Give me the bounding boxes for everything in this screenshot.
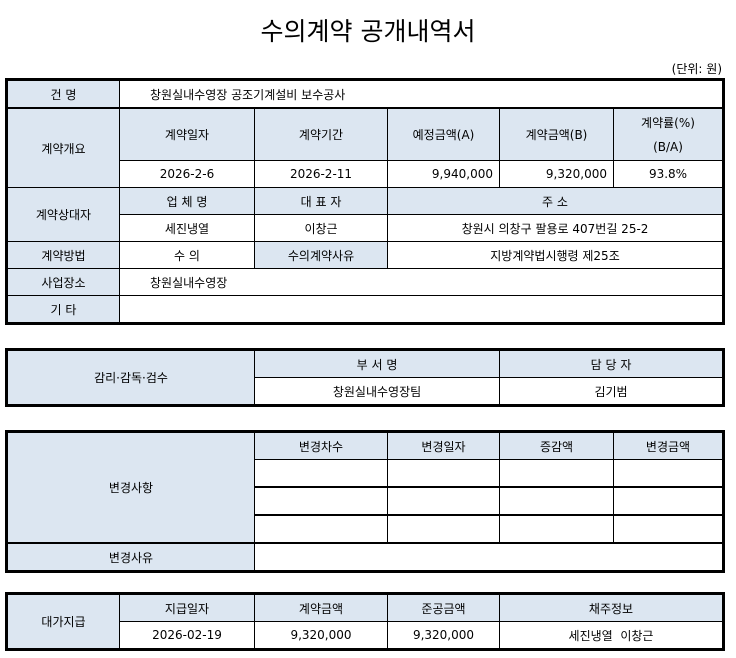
cell — [387, 514, 500, 544]
etc — [119, 295, 724, 324]
pay-complete-amount: 9,320,000 — [387, 621, 500, 650]
header-ceo: 대 표 자 — [254, 187, 388, 215]
header-pay-date: 지급일자 — [119, 593, 255, 622]
header-manager: 담 당 자 — [499, 349, 724, 378]
cell — [613, 514, 724, 544]
contract-rate: 93.8% — [613, 160, 724, 188]
pay-date: 2026-02-19 — [119, 621, 255, 650]
payment-label: 대가지급 — [6, 593, 120, 650]
header-rate: 계약률(%) (B/A) — [613, 107, 724, 161]
cell — [254, 486, 388, 516]
dept: 창원실내수영장팀 — [254, 377, 500, 406]
supervision-table: 감리·감독·검수 부 서 명 담 당 자 창원실내수영장팀 김기범 — [5, 348, 725, 407]
overview-label: 계약개요 — [6, 107, 120, 188]
changes-label: 변경사항 — [6, 431, 255, 544]
cell — [499, 514, 614, 544]
change-row — [7, 486, 724, 516]
contract-date: 2026-2-6 — [119, 160, 255, 188]
cell — [387, 459, 500, 488]
header-address: 주 소 — [387, 187, 724, 215]
cell — [254, 514, 388, 544]
header-amount: 계약금액(B) — [499, 107, 614, 161]
site: 창원실내수영장 — [119, 268, 724, 296]
address: 창원시 의창구 팔용로 407번길 25-2 — [387, 214, 724, 242]
header-change-diff: 증감액 — [499, 431, 614, 460]
ceo: 이창근 — [254, 214, 388, 242]
payee: 세진냉열 이창근 — [499, 621, 724, 650]
cell — [254, 459, 388, 488]
cell — [613, 459, 724, 488]
rate-line2: (B/A) — [653, 139, 683, 154]
cell — [499, 486, 614, 516]
header-change-amount: 변경금액 — [613, 431, 724, 460]
name-label: 건 명 — [6, 79, 120, 109]
header-payee: 채주정보 — [499, 593, 724, 622]
header-estimate: 예정금액(A) — [387, 107, 500, 161]
contract-name: 창원실내수영장 공조기계설비 보수공사 — [119, 79, 724, 109]
method: 수 의 — [119, 241, 255, 269]
cell — [387, 486, 500, 516]
page-title: 수의계약 공개내역서 — [260, 17, 476, 46]
etc-label: 기 타 — [6, 295, 120, 324]
header-pay-complete: 준공금액 — [387, 593, 500, 622]
header-company: 업 체 명 — [119, 187, 255, 215]
change-reason-label: 변경사유 — [6, 542, 255, 572]
header-date: 계약일자 — [119, 107, 255, 161]
method-label: 계약방법 — [6, 241, 120, 269]
company: 세진냉열 — [119, 214, 255, 242]
payment-table: 대가지급 지급일자 계약금액 준공금액 채주정보 2026-02-19 9,32… — [5, 592, 725, 651]
cell — [613, 486, 724, 516]
change-row — [7, 514, 724, 544]
site-label: 사업장소 — [6, 268, 120, 296]
reason: 지방계약법시행령 제25조 — [387, 241, 724, 269]
contract-amount: 9,320,000 — [499, 160, 614, 188]
party-label: 계약상대자 — [6, 187, 120, 242]
header-dept: 부 서 명 — [254, 349, 500, 378]
contract-period: 2026-2-11 — [254, 160, 388, 188]
estimate-amount: 9,940,000 — [387, 160, 500, 188]
unit-label: (단위: 원) — [671, 62, 722, 76]
header-pay-contract: 계약금액 — [254, 593, 388, 622]
manager: 김기범 — [499, 377, 724, 406]
contract-table: 건 명 창원실내수영장 공조기계설비 보수공사 계약개요 계약일자 계약기간 예정… — [5, 78, 725, 325]
supervision-label: 감리·감독·검수 — [6, 349, 255, 406]
rate-line1: 계약률(%) — [641, 115, 695, 130]
cell — [499, 459, 614, 488]
pay-contract-amount: 9,320,000 — [254, 621, 388, 650]
changes-table: 변경사항 변경차수 변경일자 증감액 변경금액 변경사유 — [5, 430, 725, 573]
header-change-date: 변경일자 — [387, 431, 500, 460]
change-reason — [254, 542, 724, 572]
header-period: 계약기간 — [254, 107, 388, 161]
reason-label: 수의계약사유 — [254, 241, 388, 269]
header-change-no: 변경차수 — [254, 431, 388, 460]
